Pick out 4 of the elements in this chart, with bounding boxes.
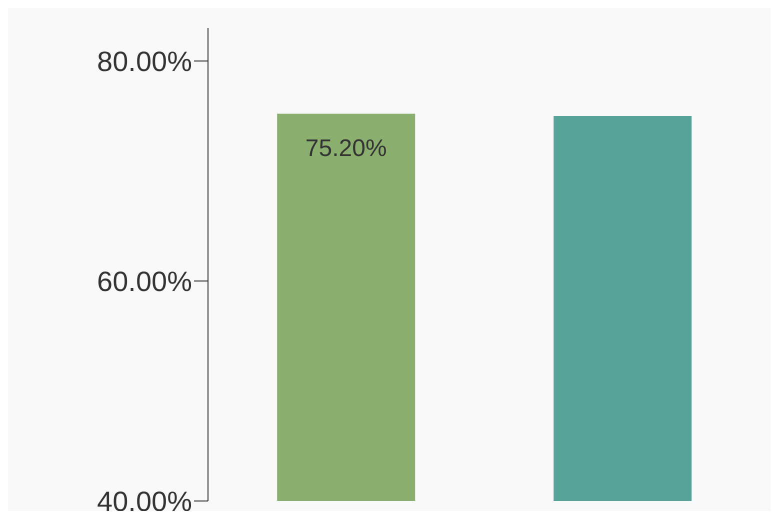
y-tick-label: 40.00% [97,486,192,517]
y-tick-label: 60.00% [97,266,192,297]
y-tick-label: 80.00% [97,46,192,77]
data-label: 75.20% [305,134,387,162]
